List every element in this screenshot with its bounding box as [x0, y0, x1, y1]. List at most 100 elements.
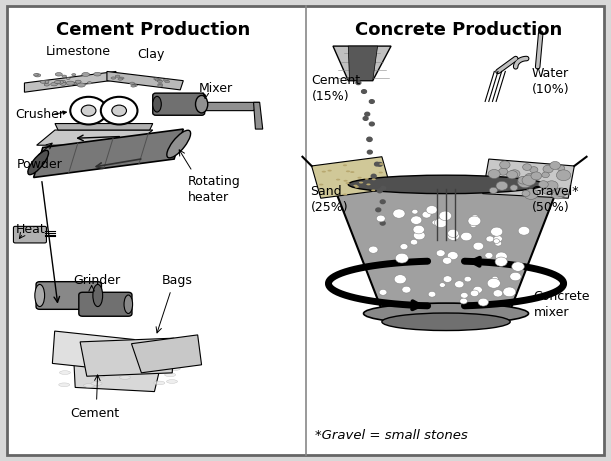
Ellipse shape — [353, 185, 357, 187]
FancyBboxPatch shape — [7, 6, 604, 455]
Polygon shape — [107, 71, 183, 90]
Ellipse shape — [371, 189, 375, 191]
Ellipse shape — [54, 81, 60, 83]
Circle shape — [492, 276, 498, 281]
Text: Gravel*
(50%): Gravel* (50%) — [532, 185, 579, 214]
Ellipse shape — [343, 165, 347, 166]
Text: Clay: Clay — [137, 48, 165, 61]
Circle shape — [542, 172, 549, 178]
Circle shape — [414, 231, 425, 240]
Ellipse shape — [165, 373, 176, 377]
Ellipse shape — [59, 383, 70, 387]
Ellipse shape — [87, 82, 92, 84]
Text: Sand
(25%): Sand (25%) — [310, 185, 348, 214]
Ellipse shape — [154, 381, 165, 385]
Ellipse shape — [59, 371, 70, 374]
Text: Cement Production: Cement Production — [56, 21, 250, 39]
Ellipse shape — [365, 178, 369, 180]
Circle shape — [550, 161, 560, 170]
Circle shape — [371, 174, 376, 178]
Ellipse shape — [379, 163, 384, 165]
Circle shape — [112, 105, 126, 116]
Ellipse shape — [364, 303, 529, 324]
Circle shape — [380, 221, 385, 225]
Ellipse shape — [350, 171, 354, 173]
Circle shape — [460, 298, 467, 304]
Ellipse shape — [93, 72, 101, 76]
Ellipse shape — [157, 80, 162, 82]
Circle shape — [542, 185, 555, 195]
Ellipse shape — [91, 382, 102, 385]
Ellipse shape — [130, 82, 134, 84]
Polygon shape — [53, 331, 134, 371]
Circle shape — [518, 177, 532, 188]
Ellipse shape — [43, 80, 49, 83]
Ellipse shape — [169, 367, 180, 371]
Ellipse shape — [158, 83, 163, 86]
Polygon shape — [80, 338, 174, 376]
Circle shape — [412, 209, 418, 214]
Circle shape — [381, 186, 386, 190]
Circle shape — [522, 175, 536, 185]
Circle shape — [413, 225, 425, 234]
Ellipse shape — [343, 180, 348, 182]
Text: Rotating
heater: Rotating heater — [188, 176, 241, 204]
Ellipse shape — [359, 182, 363, 183]
Ellipse shape — [67, 81, 75, 85]
Ellipse shape — [196, 95, 208, 113]
Text: Crusher: Crusher — [15, 108, 64, 121]
Circle shape — [365, 112, 370, 116]
Text: Grinder: Grinder — [73, 274, 120, 287]
Ellipse shape — [155, 79, 160, 81]
Ellipse shape — [133, 84, 137, 87]
Circle shape — [487, 278, 500, 288]
Circle shape — [478, 298, 488, 306]
Circle shape — [436, 250, 445, 256]
Circle shape — [485, 253, 493, 259]
Circle shape — [447, 231, 459, 240]
Circle shape — [422, 211, 431, 218]
Polygon shape — [131, 335, 202, 373]
Polygon shape — [55, 124, 153, 130]
Polygon shape — [333, 184, 559, 318]
Ellipse shape — [120, 376, 131, 379]
Polygon shape — [254, 102, 263, 129]
Ellipse shape — [66, 77, 70, 79]
Text: Bags: Bags — [162, 274, 192, 287]
Ellipse shape — [336, 179, 340, 181]
Circle shape — [442, 257, 452, 264]
Circle shape — [461, 232, 472, 241]
Ellipse shape — [84, 384, 95, 387]
Circle shape — [493, 239, 500, 243]
Circle shape — [101, 97, 137, 124]
Ellipse shape — [55, 72, 62, 76]
Circle shape — [377, 189, 382, 193]
Polygon shape — [34, 129, 183, 177]
Text: *Gravel = small stones: *Gravel = small stones — [315, 429, 467, 442]
Ellipse shape — [165, 81, 170, 83]
Polygon shape — [24, 71, 116, 92]
Circle shape — [538, 181, 548, 188]
Circle shape — [555, 188, 567, 197]
Circle shape — [489, 187, 497, 194]
Ellipse shape — [59, 80, 66, 83]
Circle shape — [70, 97, 107, 124]
Text: Cement
(15%): Cement (15%) — [312, 74, 360, 103]
Circle shape — [499, 168, 508, 175]
Circle shape — [503, 287, 516, 297]
Circle shape — [370, 100, 375, 103]
Circle shape — [411, 239, 418, 245]
Ellipse shape — [34, 74, 41, 77]
Circle shape — [394, 275, 406, 284]
Circle shape — [395, 253, 408, 263]
Ellipse shape — [131, 85, 136, 87]
Circle shape — [443, 276, 452, 283]
Circle shape — [496, 181, 508, 190]
Ellipse shape — [62, 75, 67, 77]
Circle shape — [522, 190, 530, 196]
Circle shape — [370, 122, 375, 126]
Text: Heat: Heat — [15, 223, 45, 236]
Circle shape — [375, 162, 379, 166]
Ellipse shape — [153, 96, 161, 112]
Ellipse shape — [51, 83, 57, 86]
